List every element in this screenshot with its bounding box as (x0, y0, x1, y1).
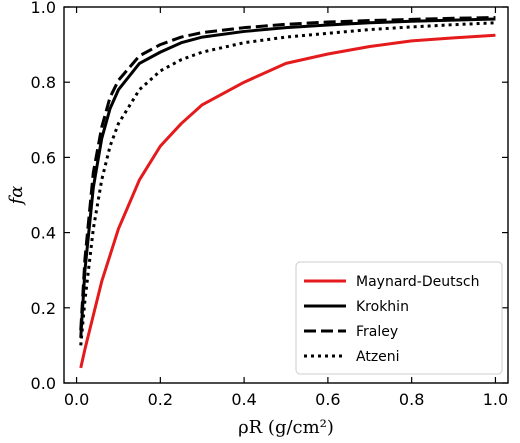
series-line-maynard-deutsch (79, 33, 496, 369)
y-tick-label: 0.0 (31, 374, 56, 393)
series-line-atzeni (79, 21, 496, 346)
x-tick-label: 0.6 (315, 390, 340, 409)
legend-box (295, 261, 503, 375)
y-axis-label: fα (6, 186, 27, 207)
x-tick-label: 0.2 (148, 390, 173, 409)
axis-ticks (64, 6, 508, 384)
axis-tick-labels: 0.0 0.2 0.4 0.6 0.8 1.0 0.0 0.2 0.4 0.6 0.8 1.0 (31, 0, 509, 409)
legend: Maynard-Deutsch Krokhin Fraley Atzeni (295, 261, 503, 375)
series-line-fraley (79, 16, 496, 331)
plot-frame (63, 6, 509, 384)
legend-label-krokhin: Krokhin (356, 299, 409, 315)
y-tick-label: 0.6 (31, 148, 56, 167)
legend-label-atzeni: Atzeni (356, 349, 400, 365)
y-tick-label: 0.2 (31, 299, 56, 318)
y-tick-label: 0.8 (31, 73, 56, 92)
y-tick-label: 0.4 (31, 224, 56, 243)
x-tick-label: 0.8 (399, 390, 424, 409)
y-tick-label: 1.0 (31, 0, 56, 17)
series-line-krokhin (79, 17, 496, 338)
legend-label-maynard-deutsch: Maynard-Deutsch (356, 274, 479, 290)
x-tick-label: 0.4 (231, 390, 256, 409)
legend-label-fraley: Fraley (356, 324, 398, 340)
x-axis-label: ρR (g/cm²) (238, 417, 334, 438)
series-lines (79, 16, 496, 369)
x-tick-label: 0.0 (64, 390, 89, 409)
x-tick-label: 1.0 (483, 390, 508, 409)
